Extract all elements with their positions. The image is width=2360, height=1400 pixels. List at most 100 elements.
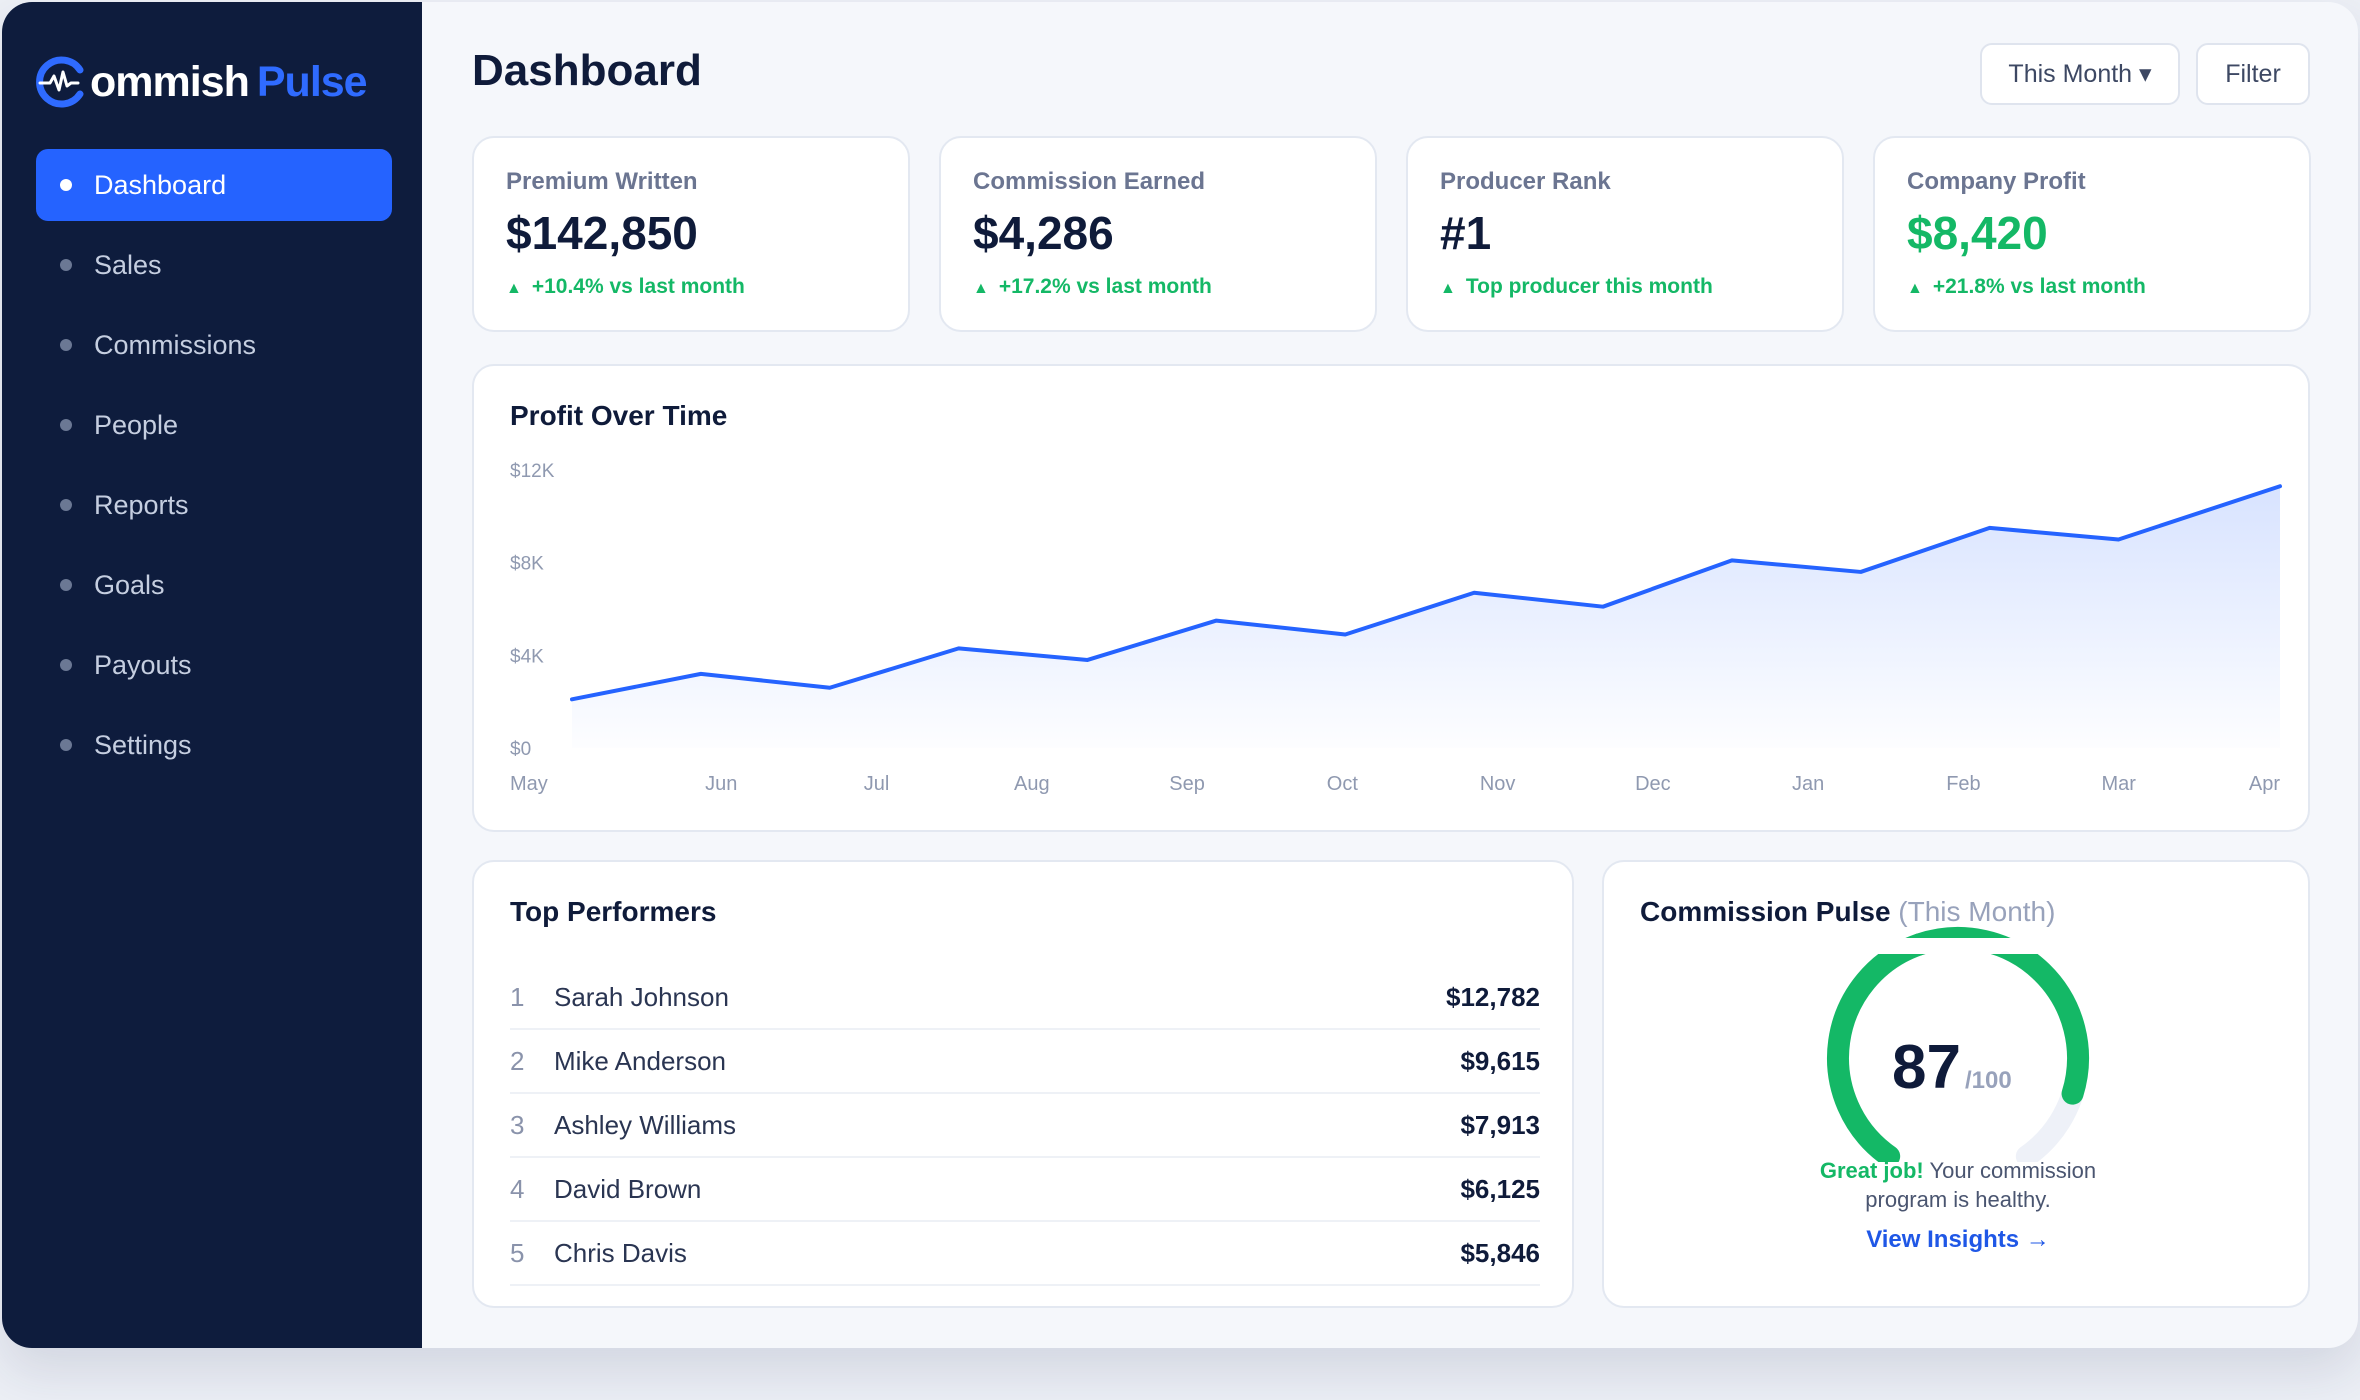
sidebar-nav: Dashboard Sales Commissions People Repor… <box>36 149 392 789</box>
x-tick-label: Apr <box>2249 773 2280 795</box>
performer-name: David Brown <box>554 1173 702 1204</box>
list-item[interactable]: 5 Chris Davis $5,846 <box>510 1222 1540 1286</box>
list-item[interactable]: 1 Sarah Johnson $12,782 <box>510 966 1540 1030</box>
pulse-title-text: Commission Pulse <box>1640 896 1891 927</box>
list-item[interactable]: 2 Mike Anderson $9,615 <box>510 1030 1540 1094</box>
view-insights-link[interactable]: View Insights → <box>1866 1226 2050 1253</box>
commission-pulse-card: Commission Pulse (This Month) 87/100 Gre… <box>1602 860 2310 1308</box>
sidebar-item-reports[interactable]: Reports <box>36 469 392 541</box>
arrow-up-icon: ▲ <box>506 280 522 297</box>
logo-text-accent: Pulse <box>256 57 368 106</box>
sidebar-item-payouts[interactable]: Payouts <box>36 629 392 701</box>
x-tick-label: Jun <box>705 773 737 795</box>
stat-label: Producer Rank <box>1440 168 1611 195</box>
sidebar-item-label: Reports <box>94 489 189 520</box>
sidebar-item-goals[interactable]: Goals <box>36 549 392 621</box>
x-tick-label: Jul <box>864 773 890 795</box>
bullet-icon <box>60 579 72 591</box>
stat-card-premium-written: Premium Written $142,850 ▲ +10.4% vs last… <box>472 136 910 332</box>
profit-chart: $0 $4K $8K $12K May Jun Jul Aug Sep Oct Nov Dec Jan F… <box>510 461 2282 795</box>
performer-rank: 5 <box>510 1237 525 1268</box>
stat-label: Premium Written <box>506 168 698 195</box>
sidebar-item-sales[interactable]: Sales <box>36 229 392 301</box>
chart-title: Profit Over Time <box>510 400 728 431</box>
x-tick-label: Mar <box>2102 773 2137 795</box>
app-window: ommish Pulse Dashboard Sales Commissions… <box>2 2 2358 1348</box>
sidebar-item-settings[interactable]: Settings <box>36 709 392 781</box>
x-tick-label: Oct <box>1327 773 1359 795</box>
performer-name: Ashley Williams <box>554 1109 737 1140</box>
stat-value: $4,286 <box>973 207 1114 259</box>
sidebar-item-label: Settings <box>94 729 192 760</box>
stat-change-text: +17.2% vs last month <box>998 275 1212 298</box>
stat-label: Commission Earned <box>973 168 1206 195</box>
bullet-icon <box>60 739 72 751</box>
pulse-message-line1: Your commission <box>1923 1158 2097 1183</box>
pulse-score-value: 87 <box>1892 1033 1961 1102</box>
arrow-up-icon: ▲ <box>1907 280 1923 297</box>
performer-amount: $7,913 <box>1460 1109 1540 1140</box>
x-tick-label: Jan <box>1792 773 1824 795</box>
y-tick-label: $0 <box>510 739 531 760</box>
sidebar-item-label: Commissions <box>94 329 257 360</box>
sidebar-item-label: Dashboard <box>94 169 227 200</box>
arrow-up-icon: ▲ <box>973 280 989 297</box>
bullet-icon <box>60 339 72 351</box>
pulse-title: Commission Pulse (This Month) <box>1640 896 2055 928</box>
profit-area <box>572 486 2280 748</box>
pulse-message-line2: program is healthy. <box>1865 1187 2051 1212</box>
pulse-title-suffix: (This Month) <box>1898 896 2056 927</box>
pulse-gauge <box>1804 927 2114 1162</box>
sidebar-item-label: Goals <box>94 569 165 600</box>
sidebar: ommish Pulse Dashboard Sales Commissions… <box>2 2 422 1348</box>
page-title: Dashboard <box>472 46 702 95</box>
stat-label: Company Profit <box>1907 168 2086 195</box>
x-tick-label: Feb <box>1946 773 1980 795</box>
profit-chart-card: Profit Over Time $0 $4K $8K $12K May Jun Jul Au… <box>472 364 2310 832</box>
performers-list: 1 Sarah Johnson $12,782 2 Mike Anderson … <box>510 966 1540 1286</box>
y-tick-label: $4K <box>510 646 544 667</box>
pulse-message: Great job! Your commission program is he… <box>1604 1156 2312 1214</box>
bullet-icon <box>60 659 72 671</box>
logo-text-main: ommish <box>90 57 250 106</box>
sidebar-item-label: People <box>94 409 179 440</box>
x-tick-label: Dec <box>1635 773 1671 795</box>
performer-rank: 3 <box>510 1109 525 1140</box>
app-logo[interactable]: ommish Pulse <box>36 52 368 112</box>
stat-value: $8,420 <box>1907 207 2048 259</box>
sidebar-item-dashboard[interactable]: Dashboard <box>36 149 392 221</box>
stat-value: $142,850 <box>506 207 698 259</box>
performer-rank: 4 <box>510 1173 525 1204</box>
list-item[interactable]: 4 David Brown $6,125 <box>510 1158 1540 1222</box>
pulse-score: 87/100 <box>1892 1032 2132 1103</box>
stat-change: ▲ +10.4% vs last month <box>506 275 745 299</box>
performer-name: Chris Davis <box>554 1237 687 1268</box>
profit-line <box>570 484 2282 702</box>
arrow-up-icon: ▲ <box>1440 280 1456 297</box>
filter-button[interactable]: Filter <box>2196 43 2310 105</box>
performer-rank: 2 <box>510 1045 525 1076</box>
main-content: Dashboard This Month ▾ Filter Premium Wr… <box>422 2 2358 1348</box>
performer-amount: $9,615 <box>1460 1045 1540 1076</box>
sidebar-item-label: Payouts <box>94 649 192 680</box>
list-item[interactable]: 3 Ashley Williams $7,913 <box>510 1094 1540 1158</box>
sidebar-item-people[interactable]: People <box>36 389 392 461</box>
performer-rank: 1 <box>510 981 525 1012</box>
sidebar-item-label: Sales <box>94 249 162 280</box>
stat-change-text: Top producer this month <box>1465 275 1713 298</box>
bullet-icon <box>60 499 72 511</box>
sidebar-item-commissions[interactable]: Commissions <box>36 309 392 381</box>
stat-change: ▲ +17.2% vs last month <box>973 275 1212 299</box>
pulse-score-max: /100 <box>1964 1067 2012 1094</box>
performer-name: Sarah Johnson <box>554 981 729 1012</box>
bullet-icon <box>60 419 72 431</box>
stat-change-text: +10.4% vs last month <box>531 275 745 298</box>
stat-card-producer-rank: Producer Rank #1 ▲ Top producer this mont… <box>1406 136 1844 332</box>
stat-change: ▲ Top producer this month <box>1440 275 1713 299</box>
x-tick-label: Sep <box>1169 773 1205 795</box>
x-tick-label: Nov <box>1480 773 1516 795</box>
top-performers-card: Top Performers 1 Sarah Johnson $12,782 2… <box>472 860 1574 1308</box>
stat-card-commission-earned: Commission Earned $4,286 ▲ +17.2% vs last… <box>939 136 1377 332</box>
stat-card-company-profit: Company Profit $8,420 ▲ +21.8% vs last mo… <box>1873 136 2311 332</box>
period-dropdown-button[interactable]: This Month ▾ <box>1980 43 2180 105</box>
